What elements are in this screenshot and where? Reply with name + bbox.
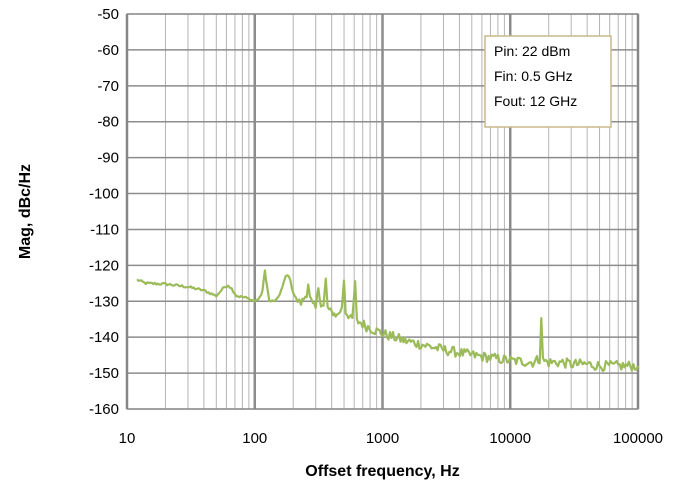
x-tick-label: 100000 <box>613 430 663 447</box>
plot-frame <box>126 13 639 410</box>
annotation-box: Pin: 22 dBm Fin: 0.5 GHz Fout: 12 GHz <box>484 35 612 128</box>
y-axis-label: Mag, dBc/Hz <box>17 164 34 259</box>
y-tick-label: -110 <box>90 221 119 238</box>
annotation-fout: Fout: 12 GHz <box>494 93 577 109</box>
y-tick-label: -100 <box>89 186 119 203</box>
y-tick-label: -150 <box>89 365 119 382</box>
y-tick-label: -160 <box>89 401 119 418</box>
y-tick-labels: -50 -60 -70 -80 -90 -100 -110 -120 -130 -140 -150 -… <box>89 6 119 418</box>
y-tick-label: -140 <box>89 329 119 346</box>
y-tick-label: -90 <box>97 150 119 167</box>
y-tick-label: -80 <box>97 114 119 131</box>
x-tick-label: 10 <box>119 430 136 447</box>
y-tick-label: -130 <box>89 293 119 310</box>
x-tick-label: 10000 <box>489 430 531 447</box>
annotation-frame <box>484 35 612 128</box>
series-line <box>136 269 640 372</box>
annotation-pin: Pin: 22 dBm <box>494 43 570 59</box>
minor-gridlines <box>164 14 633 409</box>
x-axis-label: Offset frequency, Hz <box>305 463 459 480</box>
series-layer <box>136 269 640 372</box>
x-tick-labels: 10 100 1000 10000 100000 <box>119 430 663 447</box>
x-tick-label: 100 <box>242 430 267 447</box>
y-tick-label: -120 <box>89 257 119 274</box>
y-tick-label: -60 <box>97 42 119 59</box>
y-tick-label: -50 <box>97 6 119 23</box>
x-tick-label: 1000 <box>366 430 399 447</box>
y-tick-label: -70 <box>97 78 119 95</box>
annotation-fin: Fin: 0.5 GHz <box>494 68 573 84</box>
